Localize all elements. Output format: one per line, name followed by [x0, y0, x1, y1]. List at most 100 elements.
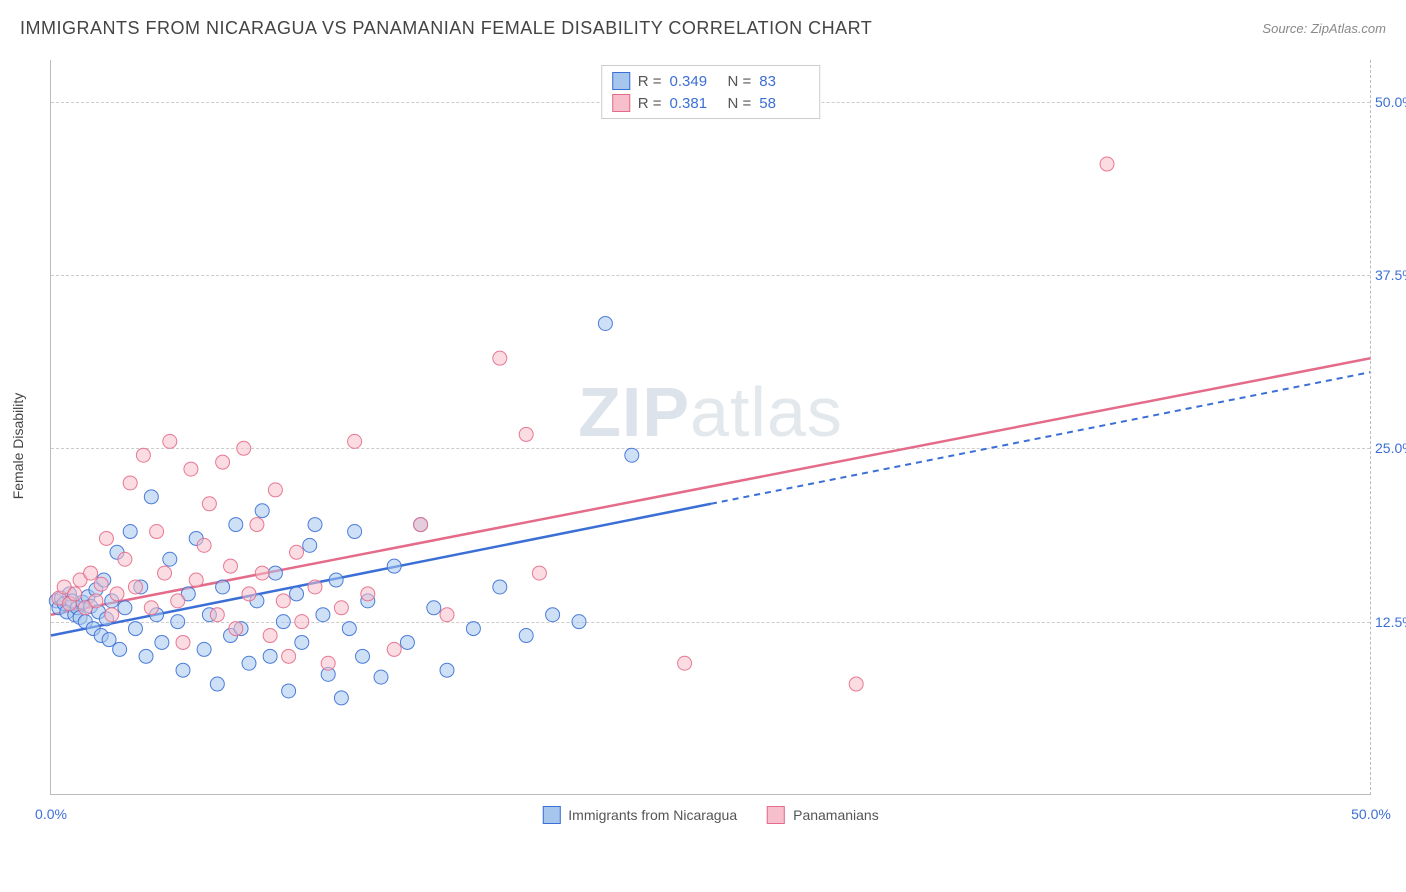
scatter-point-panamanians [255, 566, 269, 580]
scatter-point-nicaragua [316, 608, 330, 622]
scatter-point-panamanians [99, 531, 113, 545]
scatter-point-panamanians [123, 476, 137, 490]
r-value: 0.381 [670, 95, 720, 112]
scatter-point-nicaragua [276, 615, 290, 629]
scatter-point-panamanians [414, 518, 428, 532]
scatter-point-nicaragua [163, 552, 177, 566]
scatter-point-panamanians [216, 455, 230, 469]
series-legend: Immigrants from Nicaragua Panamanians [542, 806, 878, 824]
chart-title: IMMIGRANTS FROM NICARAGUA VS PANAMANIAN … [20, 18, 872, 39]
scatter-point-panamanians [295, 615, 309, 629]
n-label: N = [728, 95, 752, 112]
scatter-point-panamanians [361, 587, 375, 601]
scatter-point-panamanians [89, 594, 103, 608]
scatter-point-panamanians [202, 497, 216, 511]
scatter-point-panamanians [210, 608, 224, 622]
scatter-point-nicaragua [374, 670, 388, 684]
scatter-point-panamanians [1100, 157, 1114, 171]
scatter-point-nicaragua [290, 587, 304, 601]
scatter-point-nicaragua [342, 622, 356, 636]
scatter-point-nicaragua [493, 580, 507, 594]
scatter-point-nicaragua [387, 559, 401, 573]
scatter-point-panamanians [268, 483, 282, 497]
scatter-point-panamanians [282, 649, 296, 663]
n-value: 58 [759, 95, 809, 112]
legend-item-panamanians: Panamanians [767, 806, 879, 824]
scatter-point-panamanians [348, 434, 362, 448]
scatter-point-panamanians [128, 580, 142, 594]
scatter-point-nicaragua [308, 518, 322, 532]
scatter-point-nicaragua [176, 663, 190, 677]
scatter-point-nicaragua [242, 656, 256, 670]
scatter-point-nicaragua [216, 580, 230, 594]
scatter-point-nicaragua [210, 677, 224, 691]
scatter-point-panamanians [440, 608, 454, 622]
scatter-point-panamanians [224, 559, 238, 573]
scatter-point-nicaragua [128, 622, 142, 636]
scatter-point-nicaragua [263, 649, 277, 663]
scatter-point-nicaragua [440, 663, 454, 677]
scatter-point-nicaragua [427, 601, 441, 615]
y-tick-label: 12.5% [1375, 614, 1406, 630]
scatter-point-nicaragua [144, 490, 158, 504]
r-label: R = [638, 73, 662, 90]
scatter-point-nicaragua [171, 615, 185, 629]
scatter-point-nicaragua [113, 642, 127, 656]
scatter-point-panamanians [68, 587, 82, 601]
scatter-point-panamanians [197, 538, 211, 552]
scatter-point-panamanians [242, 587, 256, 601]
scatter-point-nicaragua [255, 504, 269, 518]
scatter-point-panamanians [163, 434, 177, 448]
scatter-point-panamanians [176, 635, 190, 649]
chart-plot-area: ZIPatlas 12.5%25.0%37.5%50.0% R =0.349N … [50, 60, 1370, 795]
stats-row-nicaragua: R = 0.349 N = 83 [612, 70, 810, 92]
scatter-point-nicaragua [303, 538, 317, 552]
scatter-point-panamanians [171, 594, 185, 608]
scatter-point-nicaragua [356, 649, 370, 663]
scatter-point-nicaragua [572, 615, 586, 629]
scatter-point-nicaragua [348, 525, 362, 539]
n-label: N = [728, 73, 752, 90]
n-value: 83 [759, 73, 809, 90]
scatter-point-panamanians [144, 601, 158, 615]
scatter-point-panamanians [263, 629, 277, 643]
y-tick-label: 25.0% [1375, 440, 1406, 456]
scatter-point-panamanians [493, 351, 507, 365]
legend-swatch-nicaragua [542, 806, 560, 824]
stats-legend-box: R = 0.349 N = 83R = 0.381 N = 58 [601, 65, 821, 119]
scatter-point-nicaragua [282, 684, 296, 698]
scatter-point-panamanians [110, 587, 124, 601]
scatter-point-panamanians [308, 580, 322, 594]
legend-label: Panamanians [793, 807, 879, 823]
scatter-point-panamanians [136, 448, 150, 462]
scatter-point-panamanians [532, 566, 546, 580]
scatter-point-panamanians [158, 566, 172, 580]
scatter-point-panamanians [849, 677, 863, 691]
scatter-point-panamanians [290, 545, 304, 559]
scatter-point-nicaragua [118, 601, 132, 615]
scatter-point-panamanians [334, 601, 348, 615]
legend-label: Immigrants from Nicaragua [568, 807, 737, 823]
scatter-plot-svg [51, 60, 1370, 794]
r-value: 0.349 [670, 73, 720, 90]
scatter-point-panamanians [229, 622, 243, 636]
scatter-point-nicaragua [329, 573, 343, 587]
scatter-point-panamanians [276, 594, 290, 608]
scatter-point-panamanians [387, 642, 401, 656]
scatter-point-panamanians [678, 656, 692, 670]
scatter-point-nicaragua [229, 518, 243, 532]
scatter-point-panamanians [94, 577, 108, 591]
trend-line-panamanians [51, 358, 1371, 615]
scatter-point-panamanians [519, 427, 533, 441]
scatter-point-panamanians [105, 608, 119, 622]
trend-line-dashed-nicaragua [711, 372, 1371, 504]
scatter-point-nicaragua [519, 629, 533, 643]
scatter-point-nicaragua [598, 316, 612, 330]
legend-swatch-panamanians [767, 806, 785, 824]
swatch-nicaragua [612, 72, 630, 90]
scatter-point-panamanians [321, 656, 335, 670]
x-tick-label: 50.0% [1351, 806, 1391, 822]
scatter-point-panamanians [250, 518, 264, 532]
legend-item-nicaragua: Immigrants from Nicaragua [542, 806, 737, 824]
scatter-point-nicaragua [123, 525, 137, 539]
